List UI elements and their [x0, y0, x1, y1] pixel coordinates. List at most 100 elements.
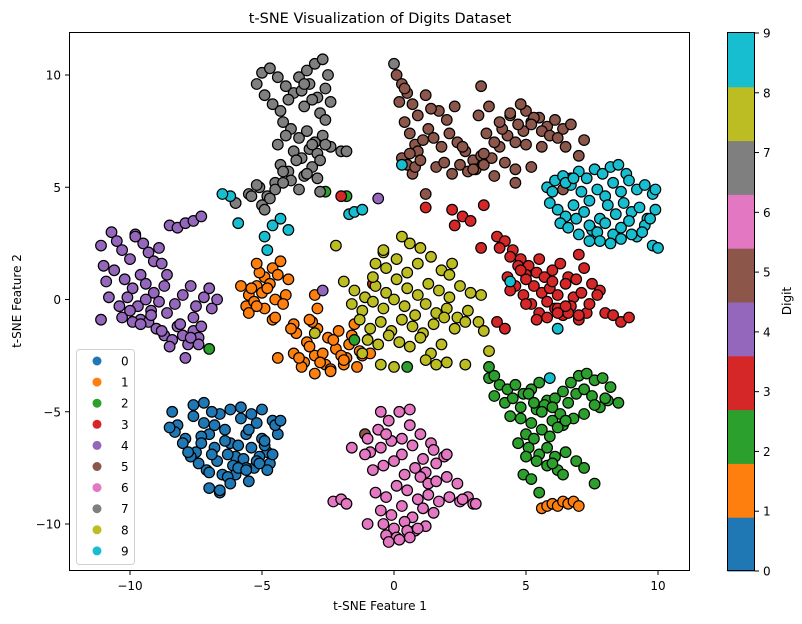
data-point: [163, 340, 176, 353]
data-point: [419, 201, 432, 214]
data-point: [551, 421, 564, 434]
data-point: [245, 190, 258, 203]
data-point: [472, 109, 485, 122]
data-point: [213, 484, 226, 497]
data-point: [472, 316, 485, 328]
legend-item-1: 1: [92, 376, 129, 390]
data-point: [134, 268, 147, 281]
data-point: [374, 316, 387, 328]
data-point: [546, 401, 559, 414]
data-point: [514, 401, 527, 414]
data-point: [565, 118, 577, 131]
data-point: [277, 176, 290, 189]
data-point: [182, 446, 195, 459]
data-point: [401, 266, 414, 279]
data-point: [126, 282, 139, 295]
data-point: [572, 248, 585, 261]
data-point: [163, 421, 176, 434]
data-point: [118, 273, 131, 286]
data-point: [433, 284, 445, 297]
data-point: [116, 311, 128, 324]
data-point: [322, 69, 334, 81]
data-point: [216, 188, 229, 200]
data-point: [301, 125, 313, 138]
data-point: [388, 361, 400, 373]
legend-label: 6: [121, 481, 129, 495]
data-point: [572, 309, 585, 322]
data-point: [401, 282, 414, 295]
data-point: [261, 464, 274, 477]
data-point: [433, 495, 445, 508]
data-point: [417, 134, 429, 147]
data-point: [464, 286, 477, 299]
data-point: [208, 419, 221, 432]
data-point: [242, 475, 255, 488]
data-point: [551, 307, 564, 319]
data-point: [124, 253, 136, 266]
series-digit-3: [335, 190, 635, 335]
data-point: [535, 140, 548, 153]
data-point: [607, 176, 619, 189]
legend-label: 5: [121, 460, 129, 474]
data-point: [271, 268, 284, 281]
data-point: [393, 533, 406, 546]
data-point: [195, 437, 208, 450]
data-point: [390, 273, 403, 286]
data-point: [293, 183, 305, 196]
data-point: [269, 311, 282, 324]
colorbar-band-3: [727, 355, 755, 411]
data-point: [264, 62, 276, 75]
data-point: [195, 210, 208, 223]
colorbar-frame: [727, 32, 755, 571]
data-point: [535, 405, 548, 418]
data-point: [330, 239, 342, 252]
data-point: [224, 477, 237, 490]
data-point: [601, 199, 614, 212]
data-point: [314, 185, 327, 198]
data-point: [205, 405, 218, 418]
data-point: [525, 118, 538, 131]
data-point: [456, 140, 469, 153]
data-point: [414, 428, 427, 441]
data-point: [153, 241, 165, 254]
data-point: [279, 129, 292, 142]
data-point: [438, 156, 451, 169]
data-point: [396, 500, 408, 512]
data-point: [438, 311, 451, 324]
data-point: [390, 69, 403, 81]
data-point: [398, 468, 411, 481]
data-point: [301, 64, 313, 77]
data-point: [396, 448, 408, 461]
data-point: [282, 223, 295, 236]
data-point: [345, 298, 358, 310]
data-point: [258, 230, 271, 243]
x-axis-ticks: −10 −5 0 5 10: [117, 571, 666, 593]
data-point: [435, 338, 448, 351]
data-point: [559, 414, 572, 427]
data-point: [493, 241, 506, 254]
data-point: [567, 172, 580, 185]
scatter-points: [95, 53, 664, 548]
data-point: [311, 172, 324, 185]
data-point: [396, 230, 408, 243]
data-point: [586, 277, 598, 290]
data-point: [623, 174, 635, 187]
data-point: [596, 167, 609, 180]
legend-marker-icon: [92, 398, 102, 408]
data-point: [443, 268, 456, 281]
data-point: [269, 183, 282, 196]
data-point: [559, 140, 572, 153]
data-point: [446, 167, 459, 180]
data-point: [245, 441, 258, 454]
data-point: [522, 387, 535, 400]
series-digit-0: [163, 396, 287, 499]
y-tick-label: 5: [53, 181, 61, 195]
data-point: [557, 385, 569, 398]
data-point: [448, 219, 461, 232]
data-point: [417, 502, 429, 515]
colorbar-tick-label: 0: [763, 565, 771, 579]
colorbar-band-7: [727, 140, 755, 195]
data-point: [504, 410, 517, 423]
data-point: [190, 300, 202, 313]
data-point: [583, 219, 596, 232]
